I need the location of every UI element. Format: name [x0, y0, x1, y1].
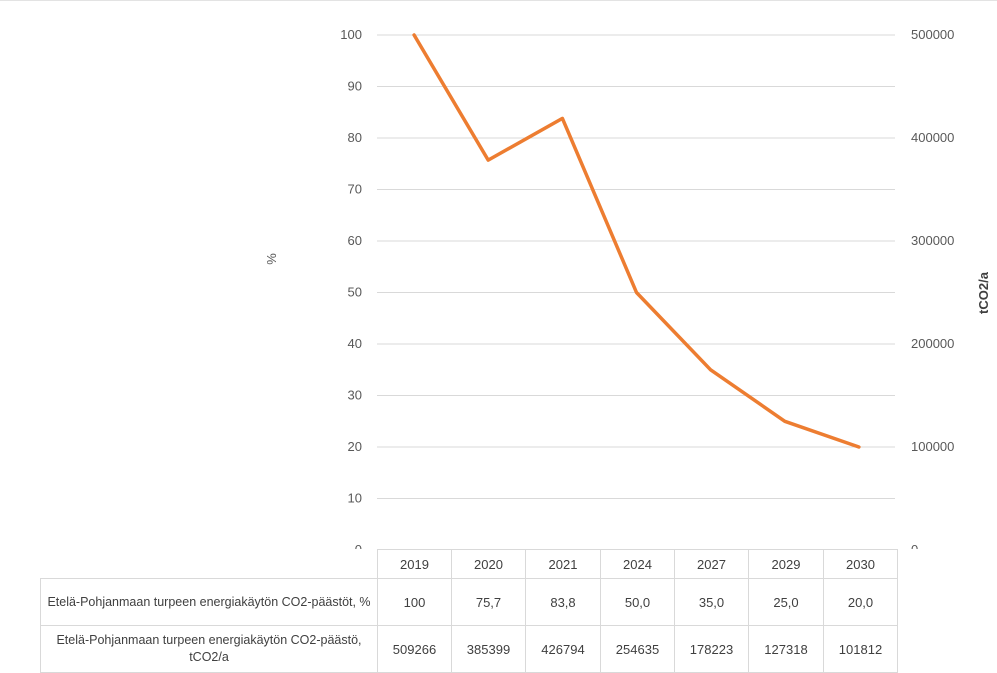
left-tick-label: 30: [348, 388, 362, 403]
table-value-cell: 385399: [451, 625, 526, 673]
table-value-cell: 25,0: [748, 578, 824, 626]
series-line-percent: [412, 33, 861, 449]
left-tick-label: 50: [348, 285, 362, 300]
table-value-cell: 75,7: [451, 578, 526, 626]
table-header-row: 2019 2020 2021 2024 2027 2029 2030: [41, 549, 898, 579]
data-table-body: 2019 2020 2021 2024 2027 2029 2030 Etelä-Pohjan…: [40, 549, 898, 673]
table-value-cell: 178223: [674, 625, 749, 673]
table-row-label: Etelä-Pohjanmaan turpeen energiakäytön C…: [40, 578, 378, 626]
table-row-label: Etelä-Pohjanmaan turpeen energiakäytön C…: [40, 625, 378, 673]
table-value-cell: 101812: [823, 625, 898, 673]
left-tick-label: 80: [348, 130, 362, 145]
table-row: Etelä-Pohjanmaan turpeen energiakäytön C…: [40, 625, 898, 673]
table-category-cell: 2027: [674, 549, 749, 579]
chart-svg: 0 10 20 30 40 50 60 70 80 90 100 0 100000 200000 3000…: [264, 27, 991, 549]
left-tick-label: 70: [348, 182, 362, 197]
table-value-cell: 50,0: [600, 578, 675, 626]
table-value-cell: 254635: [600, 625, 675, 673]
right-axis-ticks: 0 100000 200000 300000 400000 500000: [911, 27, 954, 549]
table-category-cell: 2019: [377, 549, 452, 579]
table-row: Etelä-Pohjanmaan turpeen energiakäytön C…: [40, 578, 898, 626]
table-category-cell: 2029: [748, 549, 824, 579]
table-value-cell: 35,0: [674, 578, 749, 626]
left-axis-title: %: [264, 253, 279, 265]
right-tick-label: 100000: [911, 439, 954, 454]
right-tick-label: 400000: [911, 130, 954, 145]
right-tick-label: 200000: [911, 336, 954, 351]
data-table: 2019 2020 2021 2024 2027 2029 2030 Etelä-Pohjan…: [40, 549, 898, 673]
left-tick-label: 100: [340, 27, 362, 42]
left-tick-label: 40: [348, 336, 362, 351]
table-value-cell: 20,0: [823, 578, 898, 626]
table-value-cell: 426794: [525, 625, 601, 673]
table-value-cell: 83,8: [525, 578, 601, 626]
table-value-cell: 509266: [377, 625, 452, 673]
table-category-cell: 2020: [451, 549, 526, 579]
right-tick-label: 300000: [911, 233, 954, 248]
table-value-cell: 100: [377, 578, 452, 626]
right-tick-label: 500000: [911, 27, 954, 42]
table-value-cell: 127318: [748, 625, 824, 673]
left-tick-label: 60: [348, 233, 362, 248]
table-category-cell: 2030: [823, 549, 898, 579]
table-category-cell: 2021: [525, 549, 601, 579]
left-tick-label: 0: [355, 542, 362, 549]
left-tick-label: 20: [348, 439, 362, 454]
right-tick-label: 0: [911, 542, 918, 549]
left-tick-label: 90: [348, 79, 362, 94]
left-tick-label: 10: [348, 491, 362, 506]
table-category-cell: 2024: [600, 549, 675, 579]
left-axis-ticks: 0 10 20 30 40 50 60 70 80 90 100: [340, 27, 362, 549]
table-corner-cell: [41, 550, 378, 579]
right-axis-title: tCO2/a: [976, 271, 991, 314]
